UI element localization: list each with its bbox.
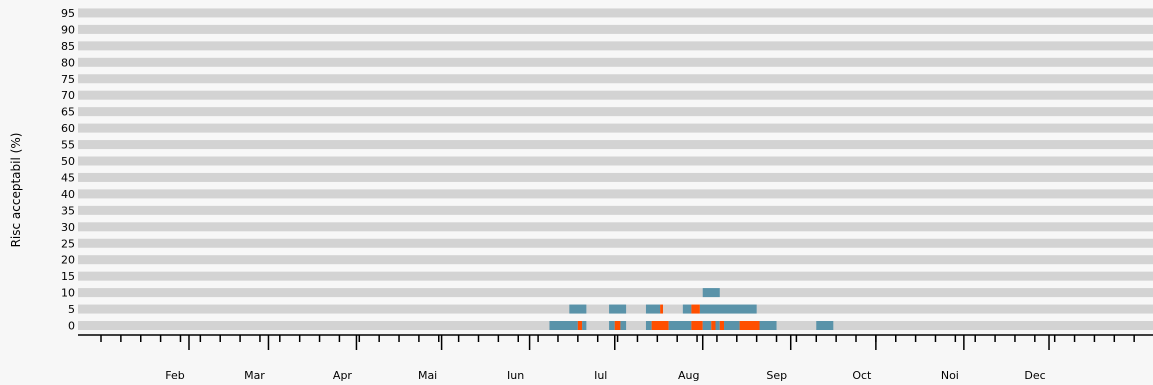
y-tick-label: 5 <box>68 303 75 316</box>
x-tick-label: Sep <box>766 369 787 382</box>
level-band-60 <box>78 123 1153 133</box>
segment-orange <box>614 321 621 330</box>
level-band-45 <box>78 172 1153 182</box>
x-tick-label: Feb <box>165 369 184 382</box>
level-bands <box>78 8 1153 330</box>
level-band-40 <box>78 189 1153 199</box>
level-band-75 <box>78 74 1153 84</box>
segment-teal <box>609 304 627 314</box>
y-tick-label: 45 <box>61 171 75 184</box>
level-band-80 <box>78 57 1153 67</box>
y-tick-label: 70 <box>61 89 75 102</box>
x-tick-label: Oct <box>852 369 872 382</box>
segment-orange <box>660 304 663 314</box>
level-band-35 <box>78 205 1153 215</box>
y-tick-label: 85 <box>61 40 75 53</box>
x-tick-label: Noi <box>941 369 959 382</box>
segment-orange <box>691 321 703 330</box>
segment-teal <box>609 321 615 330</box>
level-band-50 <box>78 156 1153 166</box>
segment-orange <box>651 321 669 330</box>
level-band-30 <box>78 222 1153 232</box>
x-tick-label: Iul <box>594 369 607 382</box>
segment-teal <box>645 321 652 330</box>
segment-orange <box>719 321 725 330</box>
y-tick-label: 50 <box>61 155 75 168</box>
y-tick-label: 75 <box>61 73 75 86</box>
segment-orange <box>739 321 760 330</box>
level-band-15 <box>78 271 1153 281</box>
segment-teal <box>715 321 720 330</box>
y-tick-label: 90 <box>61 23 75 36</box>
y-tick-label: 40 <box>61 188 75 201</box>
segment-teal <box>702 321 712 330</box>
y-tick-label: 80 <box>61 56 75 69</box>
y-tick-label: 35 <box>61 204 75 217</box>
data-segments <box>549 288 834 330</box>
x-tick-label: Dec <box>1024 369 1045 382</box>
y-tick-label: 0 <box>68 320 75 333</box>
x-tick-label: Apr <box>333 369 353 382</box>
x-axis: Feb Mar Apr Mai Iun Iul Aug Sep Oct Noi Dec <box>78 334 1153 382</box>
y-tick-label: 55 <box>61 139 75 152</box>
segment-teal <box>682 304 692 314</box>
y-tick-label: 25 <box>61 237 75 250</box>
segment-teal <box>569 304 587 314</box>
level-band-10 <box>78 288 1153 298</box>
segment-teal <box>620 321 627 330</box>
segment-teal <box>582 321 587 330</box>
level-band-25 <box>78 238 1153 248</box>
segment-orange <box>691 304 700 314</box>
level-band-55 <box>78 140 1153 150</box>
segment-orange <box>577 321 583 330</box>
y-tick-labels: 0 5 10 15 20 25 30 35 40 45 50 55 60 65 70 75 80 85 90 95 <box>61 7 75 333</box>
segment-teal <box>816 321 834 330</box>
segment-teal <box>724 321 740 330</box>
segment-teal <box>759 321 777 330</box>
segment-teal <box>668 321 692 330</box>
segment-teal <box>699 304 757 314</box>
x-tick-label: Mar <box>244 369 265 382</box>
y-tick-label: 10 <box>61 287 75 300</box>
y-tick-label: 65 <box>61 106 75 119</box>
segment-teal <box>645 304 661 314</box>
level-band-90 <box>78 24 1153 34</box>
level-band-65 <box>78 107 1153 117</box>
segment-orange <box>711 321 716 330</box>
y-tick-label: 95 <box>61 7 75 20</box>
level-band-20 <box>78 255 1153 265</box>
y-tick-label: 30 <box>61 221 75 234</box>
y-axis-title: Risc acceptabil (%) <box>9 133 23 248</box>
x-tick-label: Iun <box>507 369 524 382</box>
segment-teal <box>549 321 578 330</box>
y-tick-label: 60 <box>61 122 75 135</box>
segment-teal <box>702 288 720 298</box>
x-tick-label: Aug <box>678 369 699 382</box>
y-tick-label: 20 <box>61 254 75 267</box>
level-band-95 <box>78 8 1153 18</box>
level-band-85 <box>78 41 1153 51</box>
level-band-70 <box>78 90 1153 100</box>
y-tick-label: 15 <box>61 270 75 283</box>
x-tick-label: Mai <box>418 369 437 382</box>
